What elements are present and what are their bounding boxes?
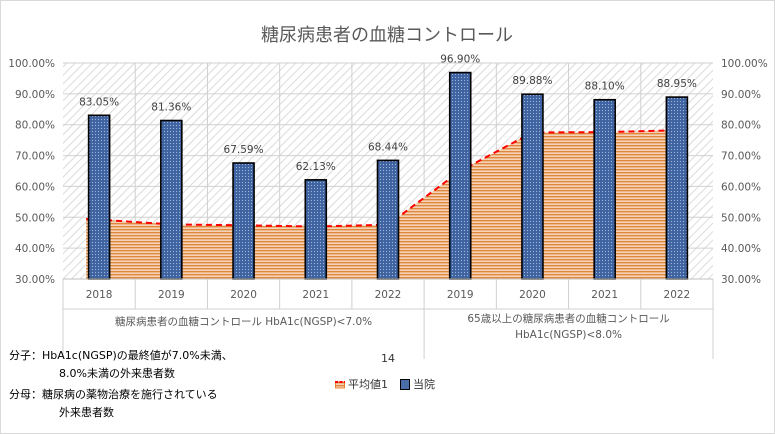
- y-tick-label-left: 40.00%: [15, 243, 55, 255]
- page-number: 14: [381, 352, 395, 365]
- y-tick-label-right: 50.00%: [721, 212, 761, 224]
- group-label: HbA1c(NGSP)<8.0%: [515, 329, 622, 341]
- group-label: 糖尿病患者の血糖コントロール HbA1c(NGSP)<7.0%: [115, 315, 372, 328]
- y-tick-label-right: 60.00%: [721, 181, 761, 193]
- average-line: [86, 129, 686, 228]
- bar-data-label: 81.36%: [151, 102, 191, 114]
- y-tick-label-left: 90.00%: [15, 89, 55, 101]
- denominator-line-1: 分母：糖尿病の薬物治療を施行されている: [9, 388, 218, 401]
- y-tick-label-right: 30.00%: [721, 274, 761, 286]
- bar-hospital: [448, 71, 472, 280]
- y-tick-label-left: 70.00%: [15, 151, 55, 163]
- legend-item-hospital: 当院: [400, 376, 435, 392]
- legend-hospital-label: 当院: [413, 378, 435, 391]
- numerator-line-2: 8.0%未満の外来患者数: [59, 367, 175, 380]
- y-tick-label-left: 50.00%: [15, 212, 55, 224]
- bar-data-label: 88.95%: [657, 78, 697, 90]
- legend-hospital-swatch: [400, 378, 410, 390]
- legend-average-swatch: [335, 381, 345, 389]
- x-tick-label: 2018: [86, 289, 113, 301]
- x-tick-label: 2020: [230, 289, 257, 301]
- y-tick-label-right: 40.00%: [721, 243, 761, 255]
- legend: 平均値1 当院: [335, 376, 435, 392]
- bar-hospital: [376, 159, 400, 280]
- bar-hospital: [304, 179, 328, 280]
- bar-hospital: [232, 162, 255, 280]
- bar-data-label: 83.05%: [79, 96, 119, 108]
- x-tick-label: 2022: [664, 289, 691, 301]
- legend-average-label: 平均値1: [348, 378, 388, 391]
- chart-title: 糖尿病患者の血糖コントロール: [261, 25, 513, 46]
- legend-item-average: 平均値1: [335, 376, 388, 392]
- bar-hospital: [160, 119, 183, 280]
- bar-data-label: 67.59%: [224, 144, 264, 156]
- y-tick-label-left: 100.00%: [8, 58, 55, 70]
- bar-hospital: [521, 93, 544, 280]
- y-tick-label-right: 80.00%: [721, 120, 761, 132]
- bar-data-label: 62.13%: [296, 161, 336, 173]
- y-tick-label-left: 60.00%: [15, 181, 55, 193]
- denominator-line-2: 外来患者数: [59, 406, 114, 419]
- y-tick-label-left: 30.00%: [15, 274, 55, 286]
- y-tick-label-left: 80.00%: [15, 120, 55, 132]
- x-tick-label: 2021: [302, 289, 329, 301]
- y-tick-label-right: 70.00%: [721, 151, 761, 163]
- x-tick-label: 2019: [158, 289, 185, 301]
- bar-data-label: 96.90%: [440, 54, 480, 66]
- group-label: 65歳以上の糖尿病患者の血糖コントロール: [467, 312, 669, 325]
- x-tick-label: 2021: [591, 289, 618, 301]
- bar-data-label: 89.88%: [512, 75, 552, 87]
- x-tick-label: 2019: [447, 289, 474, 301]
- numerator-line-1: 分子：HbA1c(NGSP)の最終値が7.0%未満、: [9, 349, 233, 362]
- y-tick-label-right: 90.00%: [721, 89, 761, 101]
- bar-hospital: [593, 98, 616, 280]
- x-tick-label: 2022: [375, 289, 402, 301]
- bar-data-label: 88.10%: [585, 81, 625, 93]
- bar-hospital: [87, 114, 111, 280]
- x-tick-label: 2020: [519, 289, 546, 301]
- bar-hospital: [665, 96, 689, 280]
- y-tick-label-right: 100.00%: [721, 58, 768, 70]
- bar-data-label: 68.44%: [368, 141, 408, 153]
